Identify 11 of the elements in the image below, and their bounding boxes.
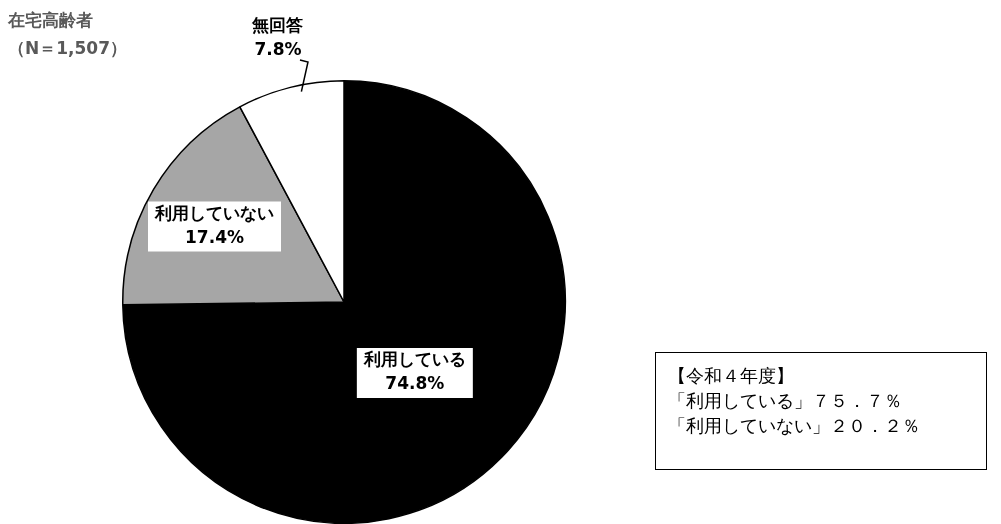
data-label: 7.8%	[254, 39, 302, 60]
slice-label: 無回答	[251, 15, 304, 36]
chart-title: 在宅高齢者	[8, 9, 94, 32]
data-label: 17.4%	[185, 226, 244, 247]
slice-label: 利用している	[362, 349, 466, 370]
slice-label: 利用していない	[154, 202, 274, 223]
text: 「利用していない」２０．２％	[668, 414, 921, 438]
text: （N＝1,507）	[8, 37, 127, 60]
text: 「利用している」７５．７％	[668, 389, 903, 413]
text: 【令和４年度】	[668, 364, 795, 388]
data-label: 74.8%	[385, 373, 445, 394]
